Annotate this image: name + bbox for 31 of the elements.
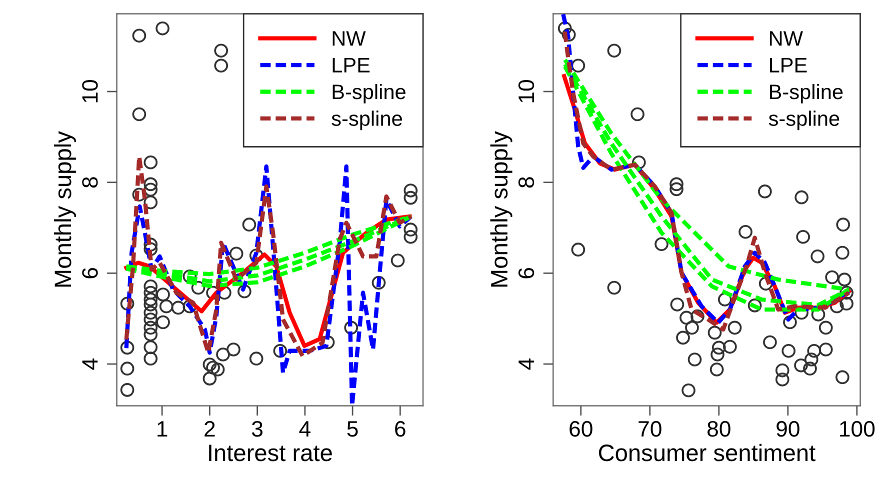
x-tick-label: 100 xyxy=(840,420,875,437)
y-tick-label: 10 xyxy=(518,80,534,102)
x-axis-title: Interest rate xyxy=(209,444,332,462)
y-tick-label: 6 xyxy=(518,268,534,278)
y-tick-label: 8 xyxy=(518,177,534,188)
y-tick-label: 4 xyxy=(82,358,98,370)
legend-label: B-spline xyxy=(332,84,406,104)
legend-label: NW xyxy=(770,31,803,46)
x-axis-title: Consumer sentiment xyxy=(598,444,816,462)
legend-label: B-spline xyxy=(770,84,843,104)
x-tick-label: 5 xyxy=(347,421,358,437)
legend-label: LPE xyxy=(770,58,807,72)
x-tick-label: 4 xyxy=(299,421,310,437)
legend-label: LPE xyxy=(332,58,370,72)
x-tick-label: 6 xyxy=(395,420,406,437)
y-axis-title: Monthly supply xyxy=(490,131,512,287)
x-tick-label: 60 xyxy=(570,420,592,437)
x-tick-label: 90 xyxy=(776,420,800,437)
y-tick-label: 10 xyxy=(82,80,98,102)
y-axis-title: Monthly supply xyxy=(54,131,76,287)
x-tick-label: 70 xyxy=(638,420,662,437)
y-tick-label: 8 xyxy=(82,177,98,188)
x-tick-label: 3 xyxy=(252,420,263,437)
x-tick-label: 80 xyxy=(707,420,730,437)
legend-label: s-spline xyxy=(768,110,840,130)
y-tick-label: 4 xyxy=(518,358,534,370)
x-tick-label: 2 xyxy=(204,420,215,437)
x-tick-label: 1 xyxy=(158,421,168,437)
legend-label: s-spline xyxy=(332,110,402,130)
y-tick-label: 6 xyxy=(82,268,98,278)
legend-label: NW xyxy=(332,31,366,46)
